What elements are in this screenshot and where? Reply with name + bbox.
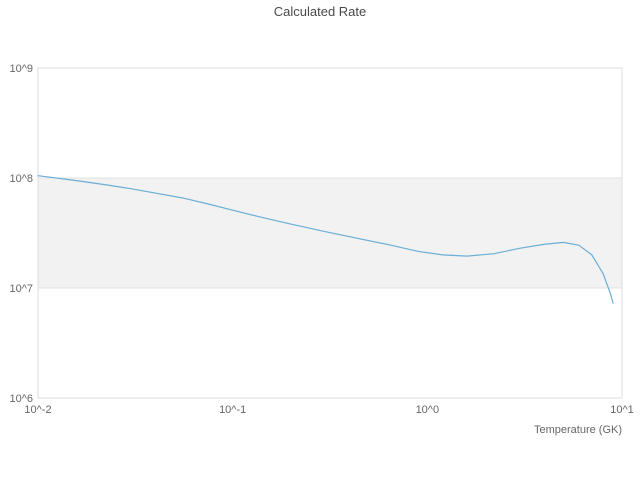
x-tick-label: 10^0	[416, 404, 440, 416]
x-tick-label: 10^1	[610, 404, 634, 416]
y-tick-label: 10^9	[9, 63, 33, 75]
y-tick-label: 10^7	[9, 283, 33, 295]
y-tick-label: 10^6	[9, 393, 33, 405]
chart-title: Calculated Rate	[273, 4, 367, 19]
x-tick-label: 10^-1	[219, 404, 246, 416]
x-axis-label: Temperature (GK)	[533, 424, 622, 436]
plot-border	[37, 67, 623, 399]
y-tick-label: 10^8	[9, 173, 33, 185]
rate-line	[37, 175, 614, 304]
x-tick-label: 10^-2	[24, 404, 51, 416]
